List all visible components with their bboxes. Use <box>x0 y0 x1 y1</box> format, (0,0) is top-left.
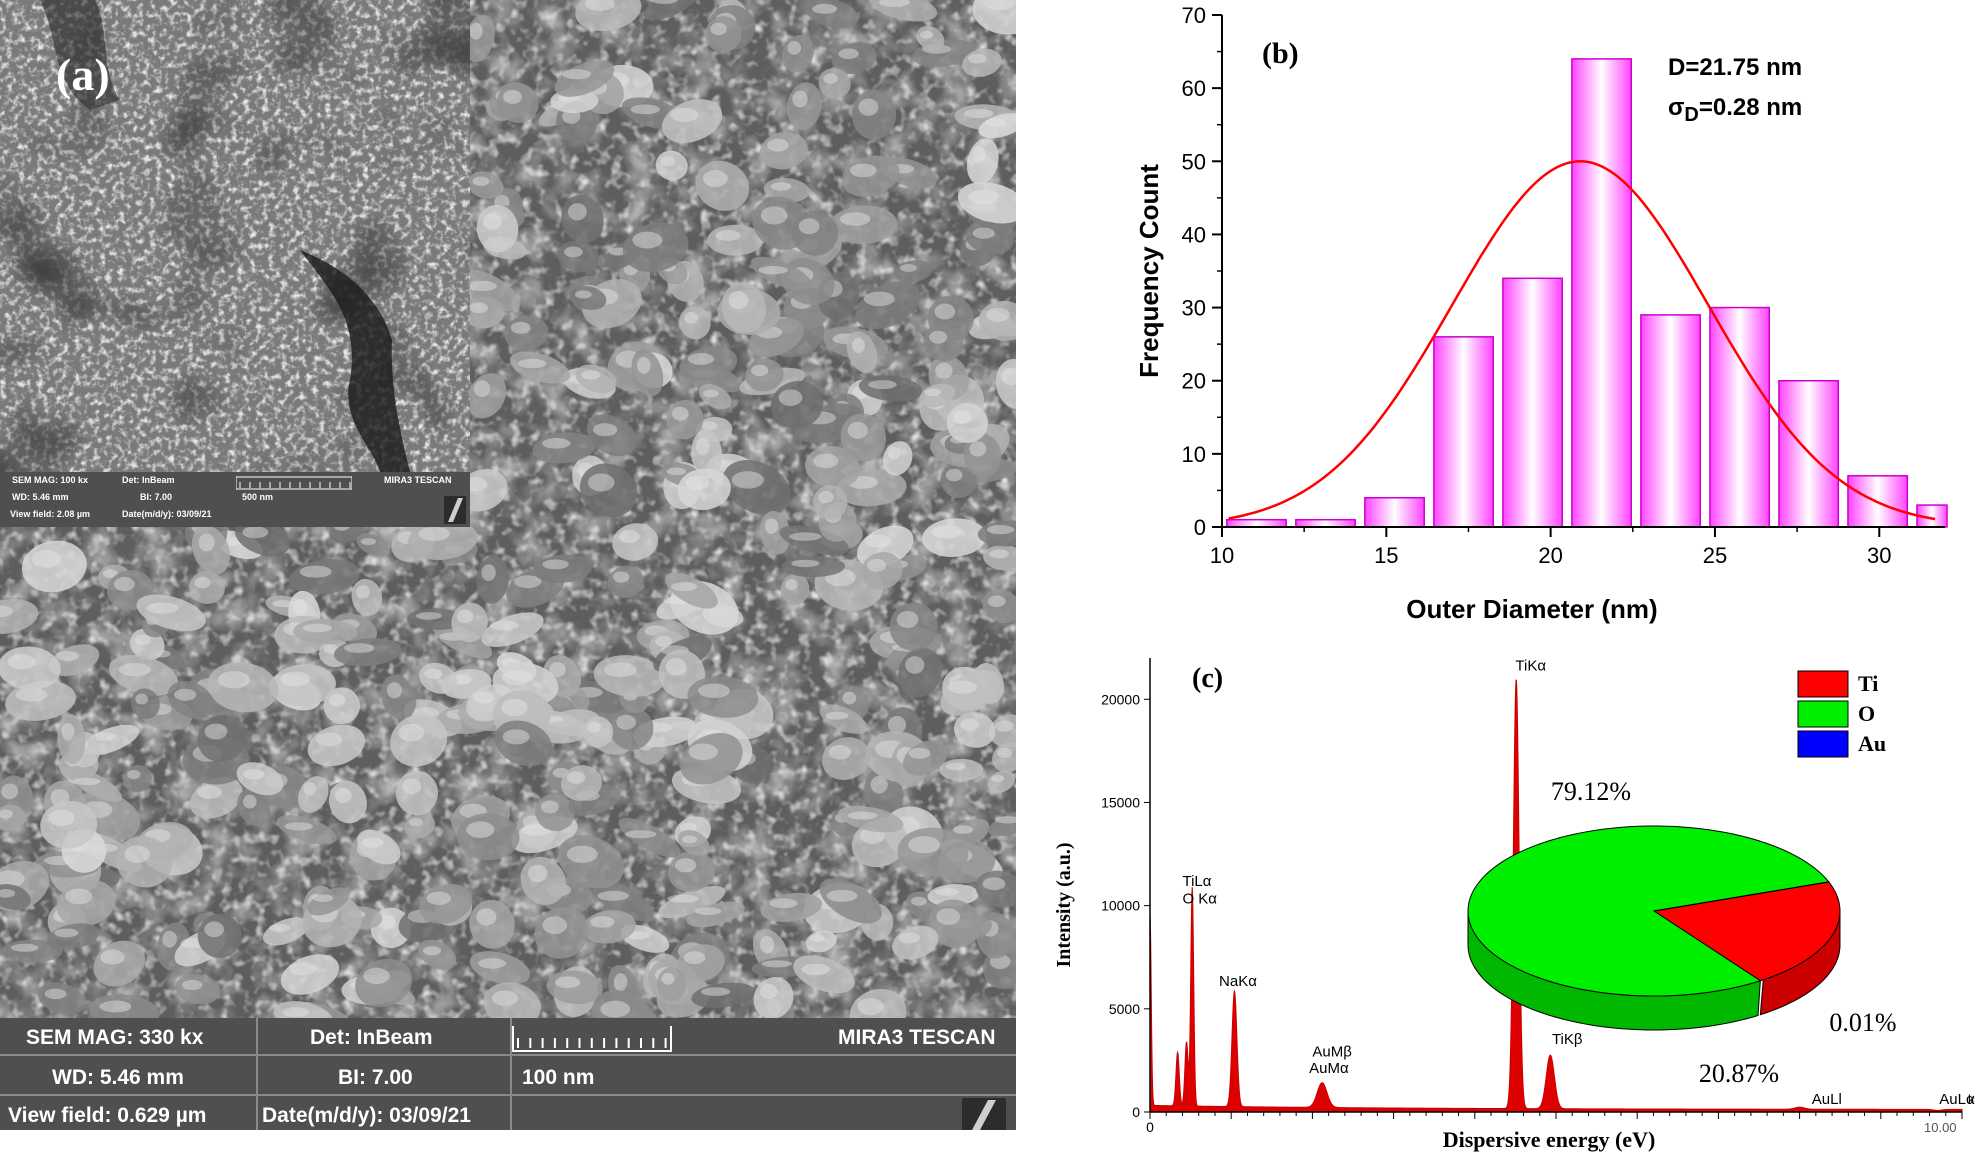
y-tick-label: 30 <box>1182 296 1206 321</box>
eds-peak-label: NaKα <box>1219 973 1257 990</box>
legend-label-ti: Ti <box>1858 671 1878 696</box>
panel-label-a: (a) <box>56 49 110 100</box>
legend-label-o: O <box>1858 701 1875 726</box>
mean-diameter-annotation: D=21.75 nm <box>1668 54 1802 81</box>
eds-peak-label: O Kα <box>1182 891 1217 908</box>
histogram-bar <box>1571 58 1633 528</box>
eds-peak-label: AuMα <box>1309 1060 1349 1077</box>
sem-info-bar: SEM MAG: 330 kx Det: InBeam MIRA3 TESCAN… <box>0 1018 1016 1130</box>
x-tick-label: 20 <box>1538 543 1562 568</box>
histogram-bar <box>1295 518 1356 528</box>
inset-sem-mag: SEM MAG: 100 kx <box>12 475 89 485</box>
histogram-bar <box>1226 518 1287 528</box>
sem-bi: BI: 7.00 <box>338 1066 413 1089</box>
sem-inset: SEM MAG: 100 kx Det: InBeam MIRA3 TESCAN… <box>0 0 470 527</box>
nanotube-grains <box>0 0 1016 1018</box>
panel-label-c: (c) <box>1192 663 1223 694</box>
y-tick-label: 40 <box>1182 222 1206 247</box>
pie-percent-label: 79.12% <box>1551 777 1631 806</box>
histogram-bar <box>1502 277 1563 528</box>
x-tick-label: 30 <box>1867 543 1891 568</box>
panel-label-b: (b) <box>1262 37 1299 70</box>
pie-slice-o <box>1467 825 1830 997</box>
y-tick-label: 20 <box>1182 369 1206 394</box>
inset-working-distance: WD: 5.46 mm <box>12 492 69 502</box>
eds-y-tick-label: 15000 <box>1101 794 1140 810</box>
x-tick-label: 25 <box>1703 543 1727 568</box>
histogram-bar <box>1640 314 1702 528</box>
inset-date: Date(m/d/y): 03/09/21 <box>122 509 212 519</box>
y-tick-label: 70 <box>1182 3 1206 28</box>
eds-peak-label: TiKβ <box>1552 1031 1583 1048</box>
eds-spectrum <box>1149 679 1963 1113</box>
inset-view-field: View field: 2.08 µm <box>10 509 91 519</box>
legend-swatch-ti <box>1797 670 1849 698</box>
pie-slice-ti <box>1652 881 1841 982</box>
eds-peak-label: TiKα <box>1515 657 1546 674</box>
sigma-symbol: σ <box>1668 94 1684 121</box>
composition-legend: Ti O Au <box>1797 670 1886 758</box>
eds-x-tick-label: 0 <box>1146 1119 1154 1135</box>
eds-y-tick-label: 20000 <box>1101 691 1140 707</box>
inset-scale-label: 500 nm <box>242 492 274 502</box>
eds-peak-label: AuLα <box>1939 1091 1975 1108</box>
histogram-bar <box>1709 306 1771 528</box>
pie-slice-au <box>1653 881 1830 912</box>
pie-percent-label: 20.87% <box>1699 1059 1779 1088</box>
inset-bi: BI: 7.00 <box>140 492 173 502</box>
eds-x-axis-suffix: k <box>1968 1092 1975 1107</box>
y-tick-label: 60 <box>1182 76 1206 101</box>
sigma-subscript: D <box>1684 104 1698 126</box>
eds-y-tick-label: 5000 <box>1109 1001 1140 1017</box>
y-tick-label: 0 <box>1194 515 1206 540</box>
sem-scale-bar <box>512 1026 672 1052</box>
inset-scale-bar <box>236 476 352 490</box>
sem-scale-label: 100 nm <box>522 1066 595 1089</box>
histogram-bar <box>1364 496 1425 528</box>
eds-peak-label: AuLl <box>1812 1091 1842 1108</box>
legend-swatch-au <box>1797 730 1849 758</box>
legend-swatch-o <box>1797 700 1849 728</box>
x-tick-label: 10 <box>1210 543 1234 568</box>
x-tick-label: 15 <box>1374 543 1398 568</box>
gaussian-fit-curve <box>1228 160 1936 521</box>
tescan-logo-icon <box>962 1098 1006 1130</box>
eds-x-label: Dispersive energy (eV) <box>1443 1127 1656 1152</box>
sem-working-distance: WD: 5.46 mm <box>52 1066 184 1089</box>
sem-detector: Det: InBeam <box>310 1026 433 1049</box>
sem-panel: SEM MAG: 330 kx Det: InBeam MIRA3 TESCAN… <box>0 0 1016 1130</box>
histogram-x-label: Outer Diameter (nm) <box>1406 594 1657 624</box>
composition-pie-chart: 79.12% 20.87% 0.01% <box>1467 777 1897 1088</box>
sem-brand: MIRA3 TESCAN <box>838 1026 996 1049</box>
inset-tescan-logo-icon <box>444 496 466 524</box>
eds-peak-label: AuMβ <box>1312 1043 1352 1060</box>
sem-view-field: View field: 0.629 µm <box>8 1104 207 1127</box>
eds-y-tick-label: 0 <box>1132 1104 1140 1120</box>
sigma-value: =0.28 nm <box>1699 94 1802 121</box>
eds-x-tick-label: 10.00 <box>1924 1120 1957 1135</box>
inset-detector: Det: InBeam <box>122 475 175 485</box>
sigma-annotation: σD=0.28 nm <box>1668 94 1802 126</box>
eds-y-tick-label: 10000 <box>1101 898 1140 914</box>
sem-micrograph <box>0 0 1016 1018</box>
histogram-bars <box>1226 58 1948 528</box>
histogram-y-label: Frequency Count <box>1134 164 1164 378</box>
pie-percent-label: 0.01% <box>1829 1008 1896 1037</box>
y-tick-label: 10 <box>1182 442 1206 467</box>
inset-brand: MIRA3 TESCAN <box>384 475 452 485</box>
eds-axes: 0 5000 10000 15000 20000 0 10.00 k <box>1101 658 1975 1135</box>
sem-mag: SEM MAG: 330 kx <box>26 1026 204 1049</box>
legend-label-au: Au <box>1858 731 1886 756</box>
sem-inset-micrograph <box>0 0 470 472</box>
eds-y-label: Intensity (a.u.) <box>1053 842 1075 967</box>
sem-inset-info-bar: SEM MAG: 100 kx Det: InBeam MIRA3 TESCAN… <box>0 472 470 527</box>
y-tick-label: 50 <box>1182 149 1206 174</box>
histogram-bar <box>1433 336 1494 528</box>
eds-peak-label: TiLα <box>1182 873 1211 890</box>
sem-date: Date(m/d/y): 03/09/21 <box>262 1104 471 1127</box>
